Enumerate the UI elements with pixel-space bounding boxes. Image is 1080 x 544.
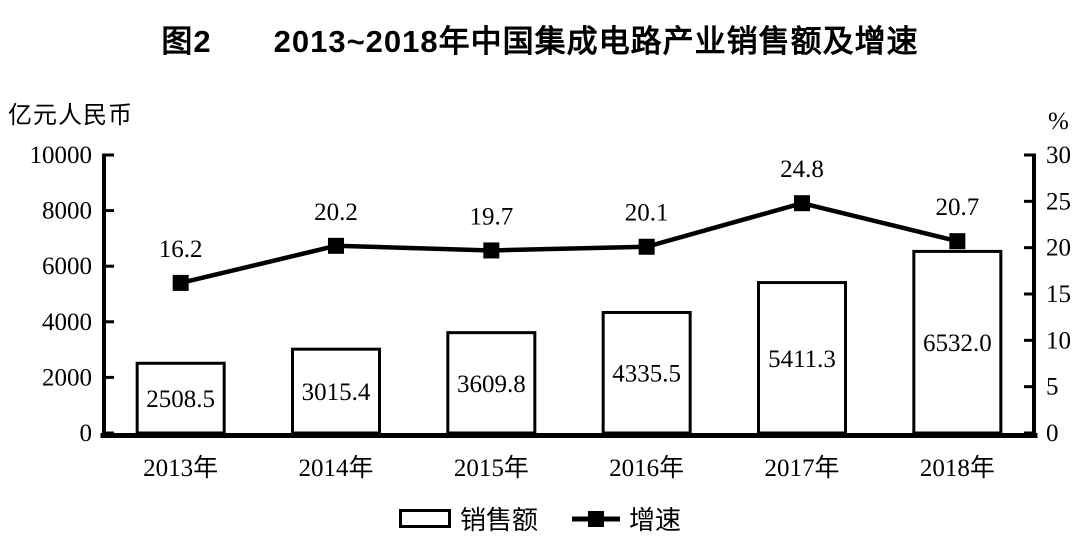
x-axis-category-label: 2017年 (764, 454, 839, 482)
growth-value-label: 20.7 (935, 194, 979, 221)
x-axis-category-label: 2014年 (298, 454, 373, 482)
legend-line-swatch (572, 510, 620, 527)
growth-marker-2017年 (794, 195, 810, 212)
left-axis-tick-label: 10000 (30, 142, 93, 169)
growth-value-label: 19.7 (469, 203, 513, 230)
growth-line (180, 200, 958, 286)
x-axis-category-label: 2016年 (609, 454, 684, 482)
chart-title: 图2 2013~2018年中国集成电路产业销售额及增速 (0, 16, 1080, 61)
bar-2014年 (291, 347, 381, 435)
left-axis-tick-label: 0 (80, 420, 93, 447)
growth-marker-2013年 (172, 274, 189, 291)
legend-item-sales: 销售额 (398, 500, 538, 537)
growth-marker-2018年 (949, 233, 966, 250)
bar-value-label: 3015.4 (302, 379, 371, 406)
legend-bar-swatch (398, 509, 451, 528)
growth-marker-2015年 (483, 242, 500, 259)
left-axis-tick-label: 4000 (42, 309, 92, 336)
bar-2016年 (601, 310, 692, 435)
left-axis-tick-label: 2000 (42, 364, 92, 391)
right-axis-tick-label: 15 (1046, 281, 1071, 308)
right-axis-tick-label: 20 (1046, 235, 1071, 262)
bar-value-label: 2508.5 (146, 386, 215, 413)
legend-line-marker (588, 510, 604, 527)
growth-marker-2016年 (638, 238, 655, 255)
x-axis-category-label: 2015年 (454, 454, 529, 482)
x-axis-category-label: 2018年 (920, 454, 995, 482)
right-axis-unit-label: % (1048, 108, 1069, 135)
bar-2015年 (446, 331, 537, 435)
left-axis-tick-label: 6000 (42, 253, 92, 280)
left-axis-unit-label: 亿元人民币 (8, 102, 133, 129)
right-axis-tick-label: 0 (1046, 420, 1059, 447)
bar-value-label: 4335.5 (612, 361, 681, 388)
chart-title-text: 2013~2018年中国集成电路产业销售额及增速 (273, 24, 919, 59)
x-axis-category-label: 2013年 (143, 454, 218, 482)
bar-2013年 (135, 361, 226, 435)
bar-value-label: 6532.0 (923, 330, 992, 357)
right-axis-tick-label: 5 (1046, 374, 1059, 401)
chart-legend: 销售额 增速 (0, 500, 1080, 537)
left-axis-tick-label: 8000 (42, 198, 92, 225)
growth-value-label: 20.1 (625, 200, 669, 227)
right-axis-tick-label: 10 (1046, 327, 1071, 354)
figure-number-label: 图2 (161, 24, 212, 59)
growth-marker-2014年 (328, 237, 344, 254)
growth-value-label: 16.2 (159, 236, 203, 263)
legend-sales-label: 销售额 (459, 505, 538, 535)
right-axis-tick-label: 30 (1046, 142, 1071, 169)
bar-value-label: 5411.3 (768, 346, 836, 373)
growth-value-label: 24.8 (780, 156, 824, 183)
bar-value-label: 3609.8 (457, 371, 526, 398)
growth-value-label: 20.2 (314, 199, 358, 226)
bar-2017年 (757, 281, 847, 435)
right-axis-tick-label: 25 (1046, 188, 1071, 215)
legend-growth-label: 增速 (629, 505, 682, 535)
legend-item-growth: 增速 (572, 500, 681, 537)
